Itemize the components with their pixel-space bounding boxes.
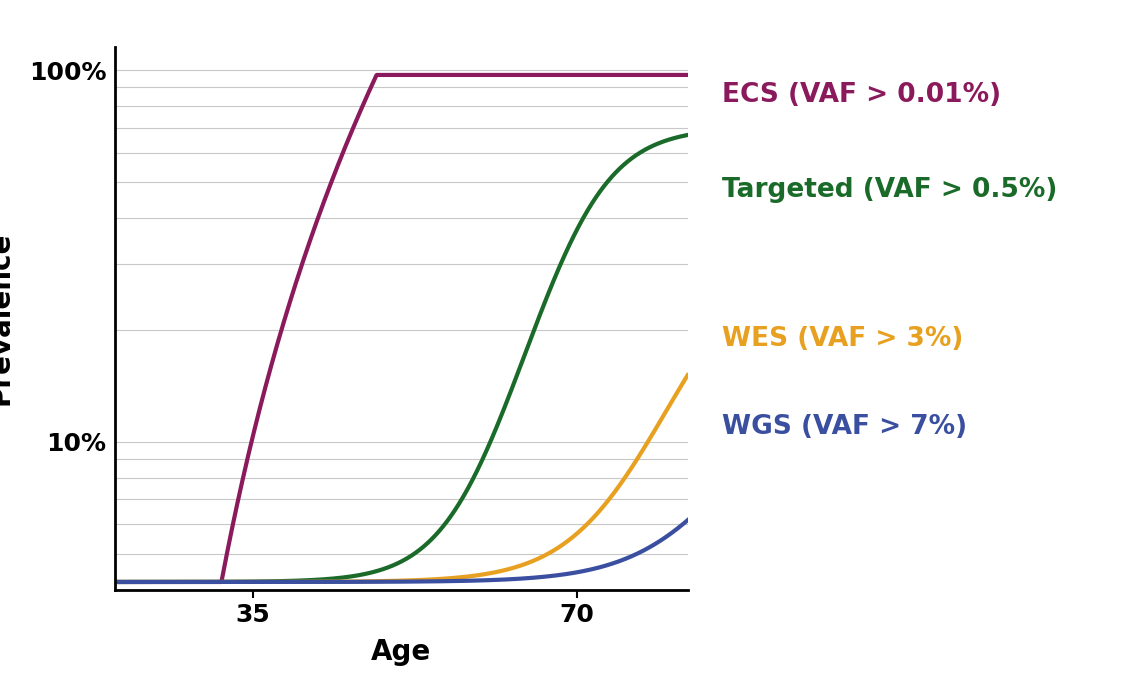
Y-axis label: Prevalence: Prevalence xyxy=(0,232,15,405)
Text: ECS (VAF > 0.01%): ECS (VAF > 0.01%) xyxy=(722,82,1002,108)
X-axis label: Age: Age xyxy=(371,638,431,666)
Text: Targeted (VAF > 0.5%): Targeted (VAF > 0.5%) xyxy=(722,177,1058,203)
Text: WES (VAF > 3%): WES (VAF > 3%) xyxy=(722,326,964,352)
Text: WGS (VAF > 7%): WGS (VAF > 7%) xyxy=(722,414,967,440)
